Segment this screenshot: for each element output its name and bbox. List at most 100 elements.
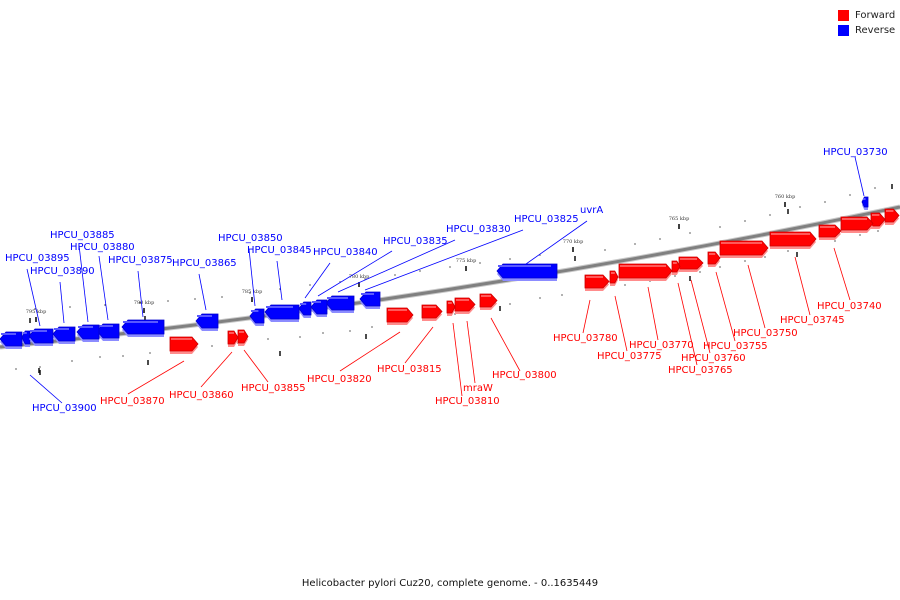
gene-hpcu-03810 bbox=[446, 300, 456, 316]
gene-label-mraw: mraW bbox=[463, 383, 493, 394]
gene-arrow-highlight bbox=[721, 242, 762, 244]
gene-arrow bbox=[237, 329, 249, 344]
gene-label-hpcu-03750: HPCU_03750 bbox=[733, 328, 798, 339]
gene-label-hpcu-03810: HPCU_03810 bbox=[435, 396, 500, 407]
gene-arrow-highlight bbox=[863, 198, 866, 200]
gene-hpcu-03825 bbox=[359, 291, 381, 309]
gene-arrow bbox=[28, 328, 54, 344]
gene-arrow bbox=[195, 313, 219, 329]
gene-hpcu-03770 bbox=[618, 263, 673, 281]
gene-leader-hpcu-03835 bbox=[317, 250, 393, 297]
gene-leader-hpcu-03830 bbox=[337, 239, 456, 293]
gene-arrow-highlight bbox=[239, 331, 244, 333]
gene-hpcu-03890 bbox=[52, 326, 76, 344]
gene-leader-hpcu-03890 bbox=[59, 281, 65, 324]
gene-label-hpcu-03820: HPCU_03820 bbox=[307, 374, 372, 385]
gene-arrow-highlight bbox=[300, 303, 307, 305]
gene-arrow bbox=[298, 301, 312, 316]
gene-arrow bbox=[386, 307, 414, 323]
tick-label: 780 kbp bbox=[349, 274, 370, 280]
gene-leader-hpcu-03770 bbox=[647, 286, 659, 341]
gene-hpcu-03870 bbox=[169, 336, 199, 354]
gene-arrow bbox=[421, 304, 443, 319]
gene-leader-hpcu-03900 bbox=[29, 374, 63, 404]
gene-leader-hpcu-03815 bbox=[404, 326, 434, 364]
gene-arrow-highlight bbox=[498, 265, 551, 267]
gene-hpcu-03820 bbox=[386, 307, 414, 325]
legend-swatch-forward bbox=[838, 10, 849, 21]
gene-leader-hpcu-03865 bbox=[198, 273, 207, 311]
gene-leader-hpcu-03800 bbox=[490, 317, 521, 372]
gene-label-hpcu-03830: HPCU_03830 bbox=[446, 224, 511, 235]
legend-swatch-reverse bbox=[838, 25, 849, 36]
gene-hpcu-03850 bbox=[249, 308, 265, 326]
gene-label-hpcu-03865: HPCU_03865 bbox=[172, 258, 237, 269]
gene-label-uvra: uvrA bbox=[580, 205, 603, 216]
legend-item-reverse: Reverse bbox=[838, 23, 895, 38]
gene-leader-hpcu-03730 bbox=[854, 156, 865, 197]
gene-arrow-highlight bbox=[30, 330, 47, 332]
gene-leader-hpcu-03810 bbox=[452, 322, 463, 397]
gene-arrow-highlight bbox=[123, 321, 158, 323]
gene-label-hpcu-03740: HPCU_03740 bbox=[817, 301, 882, 312]
gene-hpcu-03900 bbox=[0, 331, 23, 349]
gene-arrow bbox=[310, 299, 328, 315]
gene-label-hpcu-03900: HPCU_03900 bbox=[32, 403, 97, 414]
gene-arrow bbox=[719, 240, 769, 256]
gene-leader-mraw bbox=[466, 320, 476, 384]
gene-arrow bbox=[359, 291, 381, 307]
gene-arrow-highlight bbox=[709, 253, 716, 255]
gene-leader-hpcu-03755 bbox=[715, 271, 736, 342]
gene-hpcu-03740 bbox=[818, 224, 842, 240]
gene-arrow-highlight bbox=[266, 306, 293, 308]
gene-hpcu-03815 bbox=[421, 304, 443, 321]
gene-arrow-highlight bbox=[673, 262, 677, 264]
gene-label-hpcu-03745: HPCU_03745 bbox=[780, 315, 845, 326]
gene-arrow bbox=[584, 274, 610, 289]
gene-arrow bbox=[0, 331, 23, 347]
gene-hpcu-03750 bbox=[719, 240, 769, 258]
gene-leader-hpcu-03750 bbox=[747, 264, 766, 329]
gene-label-hpcu-03840: HPCU_03840 bbox=[313, 247, 378, 258]
gene-leader-hpcu-03880 bbox=[98, 255, 109, 321]
tick-label: 760 kbp bbox=[775, 194, 796, 200]
gene-label-hpcu-03875: HPCU_03875 bbox=[108, 255, 173, 266]
gene-label-hpcu-03825: HPCU_03825 bbox=[514, 214, 579, 225]
gene-label-hpcu-03850: HPCU_03850 bbox=[218, 233, 283, 244]
gene-arrow bbox=[454, 297, 476, 312]
gene-leader-hpcu-03840 bbox=[304, 262, 331, 299]
gene-arrow-highlight bbox=[78, 326, 93, 328]
gene-leader-hpcu-03745 bbox=[794, 256, 811, 316]
tick-label: 770 kbp bbox=[563, 239, 584, 245]
gene-label-hpcu-03870: HPCU_03870 bbox=[100, 396, 165, 407]
tick-label: 765 kbp bbox=[669, 216, 690, 222]
gene-hpcu-03845 bbox=[264, 304, 300, 322]
gene-arrow-highlight bbox=[448, 302, 452, 304]
gene-hpcu-03765 bbox=[671, 260, 681, 275]
gene-label-hpcu-03890: HPCU_03890 bbox=[30, 266, 95, 277]
gene-leader-hpcu-03740 bbox=[833, 247, 851, 301]
gene-label-hpcu-03760: HPCU_03760 bbox=[681, 353, 746, 364]
gene-arrow-highlight bbox=[1, 333, 16, 335]
gene-label-hpcu-03880: HPCU_03880 bbox=[70, 242, 135, 253]
tick-label: 795 kbp bbox=[26, 309, 47, 315]
gene-hpcu-03775 bbox=[609, 270, 619, 286]
gene-arrow bbox=[618, 263, 673, 279]
legend-label-reverse: Reverse bbox=[855, 25, 896, 36]
gene-arrow-highlight bbox=[327, 297, 348, 299]
gene-arrow-highlight bbox=[886, 210, 894, 212]
gene-arrow-highlight bbox=[388, 309, 407, 311]
legend-label-forward: Forward bbox=[855, 10, 896, 21]
gene-hpcu-03830 bbox=[325, 295, 355, 313]
gene-arrow-highlight bbox=[171, 338, 192, 340]
gene-arrow bbox=[325, 295, 355, 311]
gene-leader-hpcu-03895 bbox=[26, 268, 41, 327]
gene-arrow-highlight bbox=[620, 265, 666, 267]
gene-arrow bbox=[840, 216, 874, 231]
gene-hpcu-03840 bbox=[298, 301, 312, 318]
gene-arrow-highlight bbox=[481, 295, 491, 297]
gene-leader-hpcu-03760 bbox=[690, 279, 711, 354]
gene-label-hpcu-03770: HPCU_03770 bbox=[629, 340, 694, 351]
gene-label-hpcu-03885: HPCU_03885 bbox=[50, 230, 115, 241]
